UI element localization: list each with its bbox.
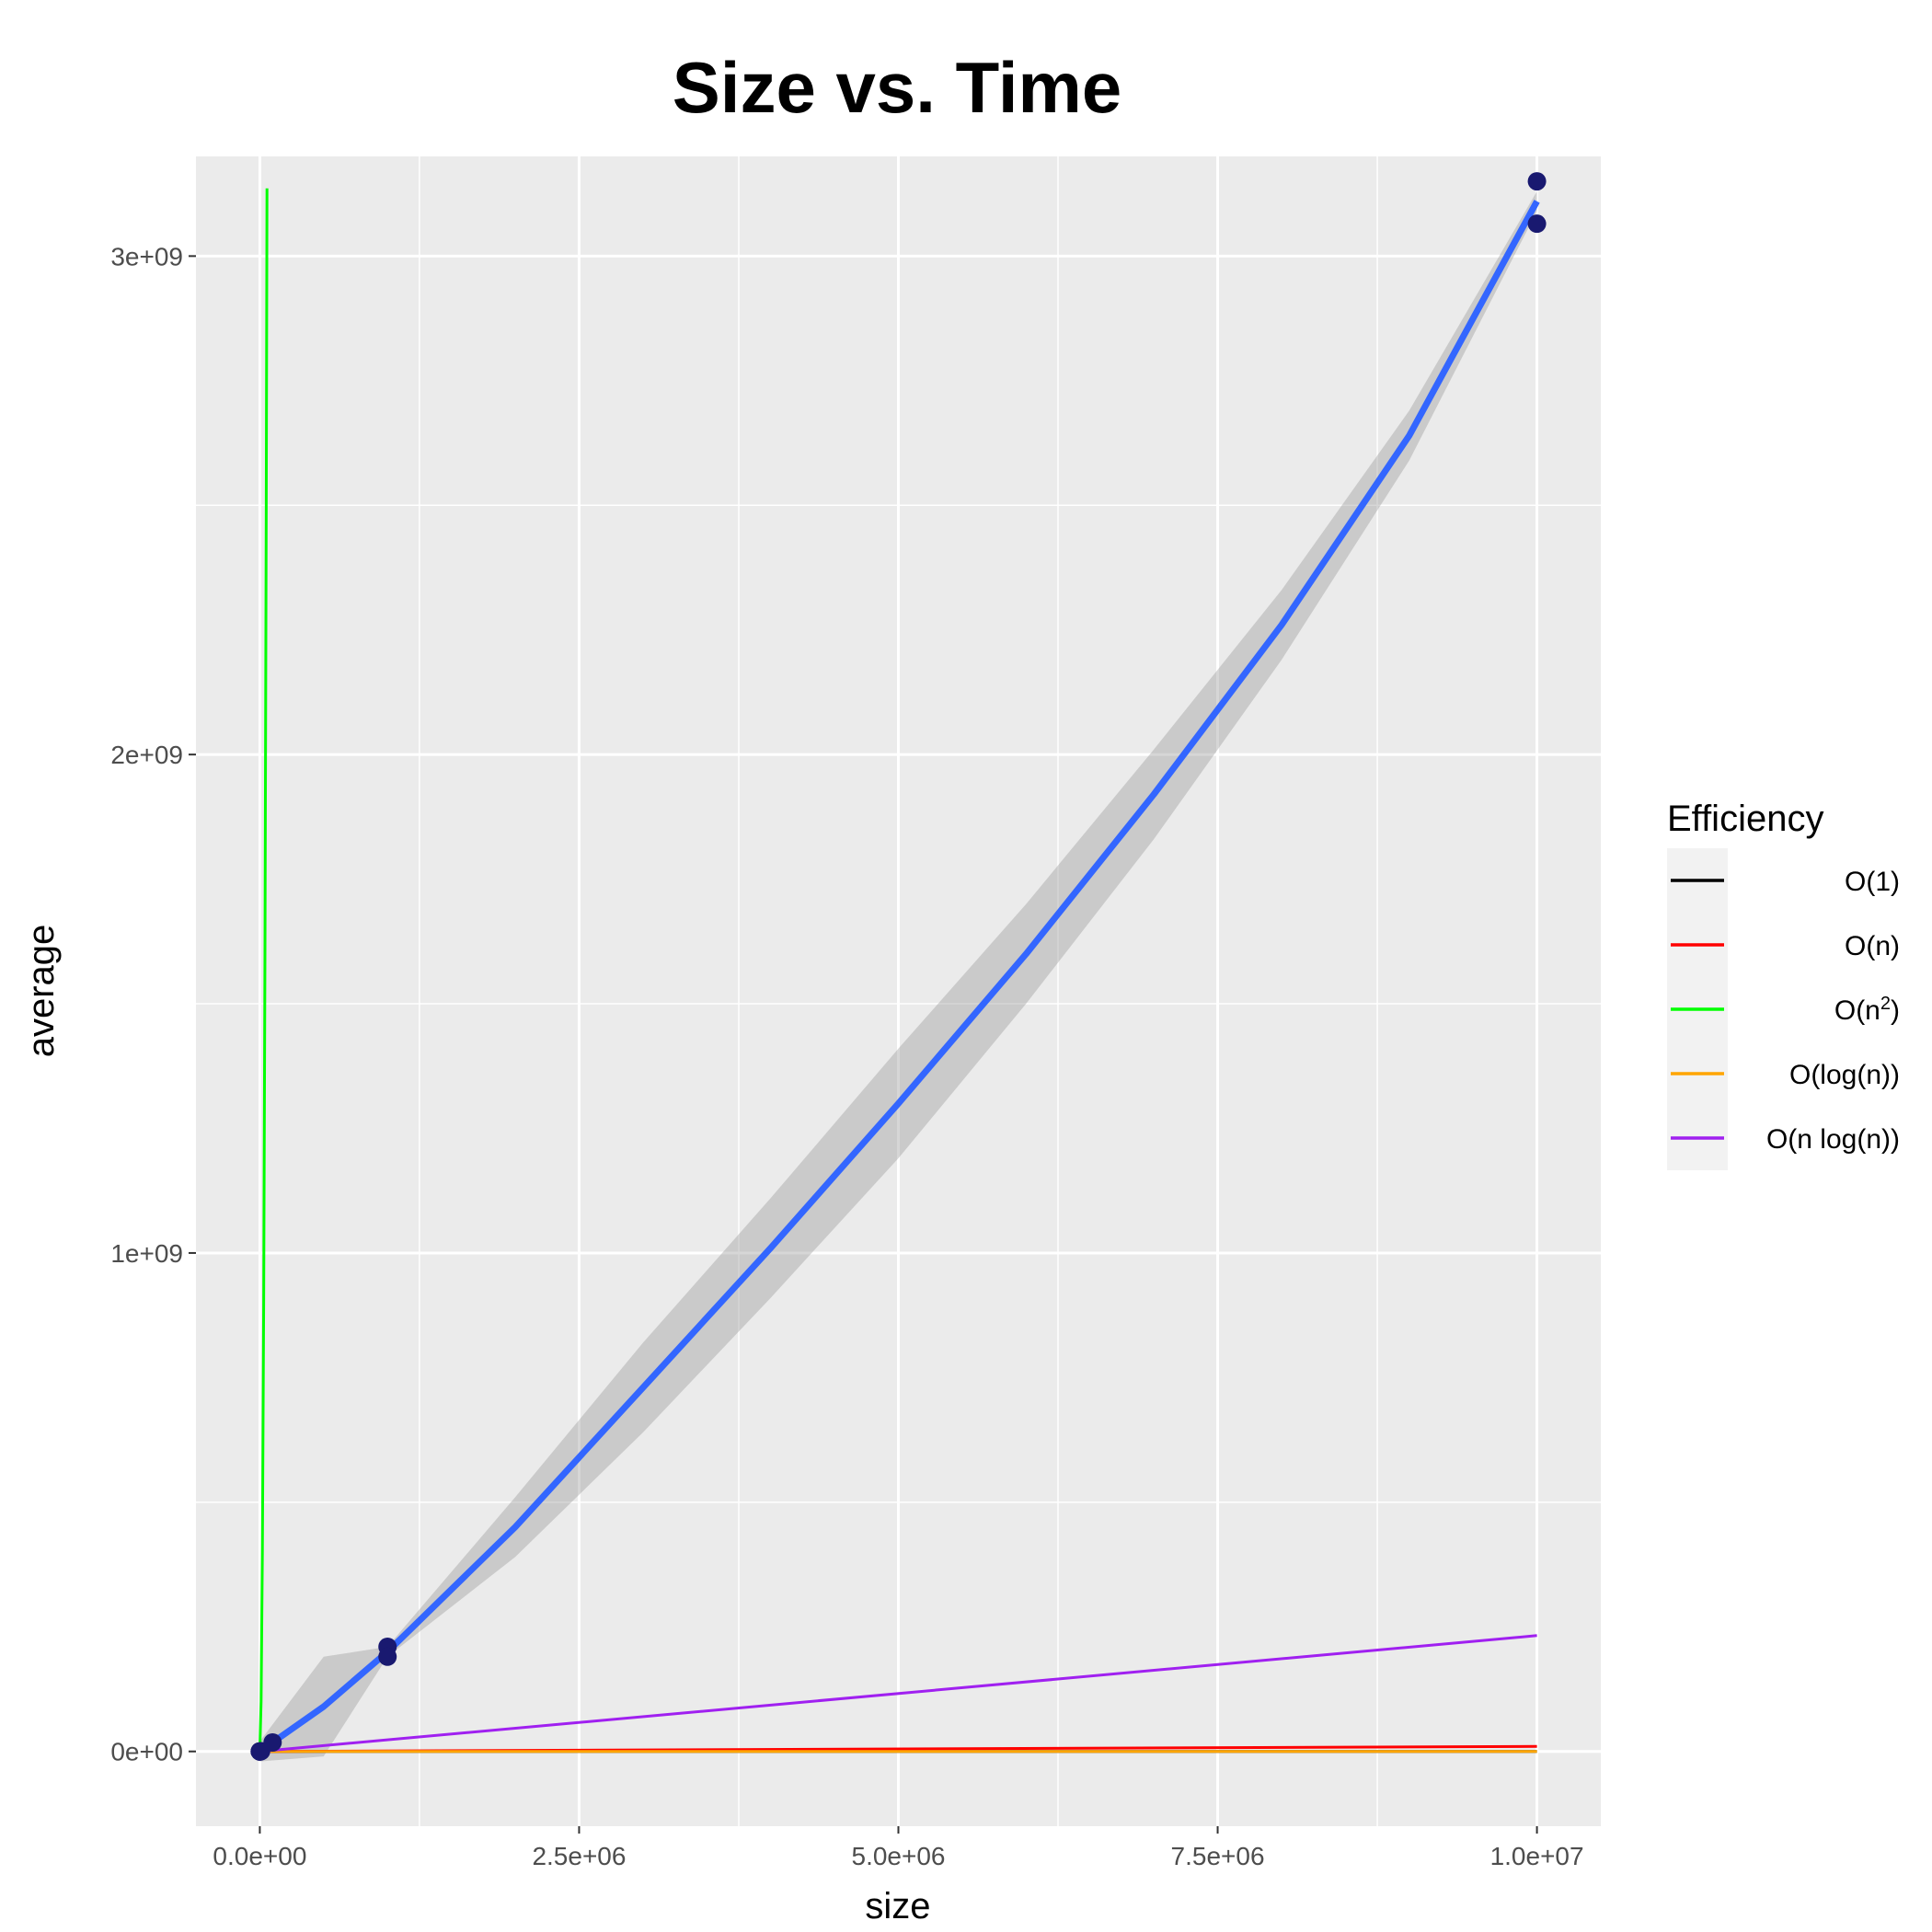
legend-label: O(1): [1845, 867, 1900, 897]
y-tick-label: 2e+09: [110, 741, 183, 769]
smooth-fit-layer: [258, 200, 1540, 1754]
x-tick-label: 1.0e+07: [1490, 1842, 1584, 1870]
series-line-o-n-: [258, 188, 269, 1752]
x-axis-ticks: 0.0e+00 2.5e+06 5.0e+06 7.5e+06 1.0e+07: [213, 1826, 1584, 1870]
major-gridlines: [196, 156, 1601, 1826]
data-point: [263, 1732, 282, 1752]
data-points-layer: [250, 172, 1547, 1761]
legend-label: O(n2): [1834, 994, 1900, 1026]
legend-title: Efficiency: [1667, 799, 1823, 839]
x-tick-label: 5.0e+06: [852, 1842, 946, 1870]
x-axis-title: size: [865, 1886, 930, 1926]
y-tick-label: 1e+09: [110, 1239, 183, 1268]
data-point: [1527, 172, 1547, 191]
series-line-o-n-log-n-: [259, 1634, 1537, 1754]
y-axis-ticks: 0e+00 1e+09 2e+09 3e+09: [110, 242, 196, 1766]
y-tick-label: 3e+09: [110, 242, 183, 270]
data-point: [378, 1647, 397, 1666]
x-tick-label: 2.5e+06: [532, 1842, 626, 1870]
y-tick-label: 0e+00: [110, 1738, 183, 1766]
legend: Efficiency O(1) O(n) O(n2) O(log(n)) O(n log…: [1667, 799, 1900, 1170]
y-axis-title: average: [21, 925, 62, 1058]
series-layer: [258, 188, 1537, 1754]
smooth-fit-line: [258, 200, 1540, 1754]
chart-title: Size vs. Time: [673, 47, 1122, 128]
x-tick-label: 7.5e+06: [1171, 1842, 1265, 1870]
x-tick-label: 0.0e+00: [213, 1842, 306, 1870]
legend-label: O(n): [1845, 931, 1900, 961]
legend-label: O(log(n)): [1789, 1060, 1900, 1090]
data-point: [1527, 214, 1547, 234]
legend-label: O(n log(n)): [1766, 1124, 1900, 1155]
